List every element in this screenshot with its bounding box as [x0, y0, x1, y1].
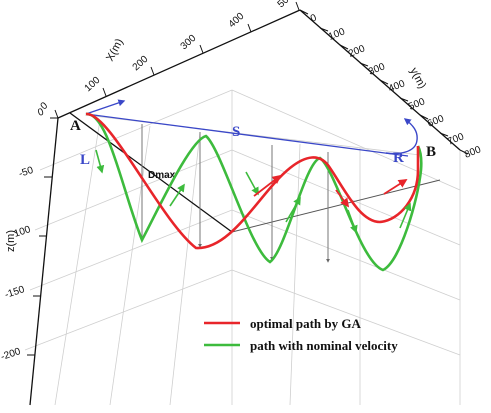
- z-tick-label: -200: [0, 346, 22, 363]
- z-tick-label: -50: [18, 165, 36, 180]
- floor-edge: [231, 179, 441, 233]
- y-tick-label: 500: [407, 96, 427, 113]
- x-axis-label: X(m): [104, 37, 126, 64]
- point-label-end: B: [426, 144, 436, 160]
- red-direction-arrows: [253, 174, 408, 208]
- y-axis-label: y(m): [407, 66, 428, 91]
- x-tick-label: 100: [83, 75, 103, 95]
- y-tick-marks: [299, 9, 469, 155]
- y-tick-label: 300: [367, 61, 387, 78]
- dmax-annotation: Dmax: [148, 170, 176, 181]
- y-tick-label: 800: [463, 144, 483, 161]
- reference-path-right-turn: [385, 118, 418, 155]
- x-tick-label: 300: [179, 33, 199, 53]
- y-tick-label: 100: [327, 26, 347, 43]
- y-tick-label: 0: [309, 12, 319, 24]
- legend-label-optimal: optimal path by GA: [250, 316, 361, 331]
- series-line-nominal: [85, 112, 423, 272]
- y-tick-label: 400: [387, 78, 407, 95]
- x-tick-label: 500: [276, 0, 296, 10]
- z-axis-label: z(m): [5, 230, 17, 252]
- x-tick-labels: 0 100 200 300 400 500: [39, 0, 296, 112]
- reference-path-straight: [85, 113, 409, 157]
- point-label-start: A: [70, 118, 81, 134]
- segment-label-left: L: [80, 152, 90, 168]
- segment-label-straight: S: [232, 124, 240, 140]
- legend-label-nominal: path with nominal velocity: [250, 338, 398, 353]
- y-tick-label: 600: [426, 113, 446, 130]
- z-tick-marks: [27, 117, 58, 356]
- series-line-optimal: [85, 112, 420, 250]
- y-tick-label: 700: [446, 131, 466, 148]
- y-tick-labels: 0 100 200 300 400 500 600 700 800: [309, 12, 483, 160]
- x-tick-label: 0: [39, 100, 51, 112]
- x-tick-label: 400: [227, 11, 247, 31]
- y-tick-label: 200: [347, 43, 367, 60]
- segment-label-right: R: [393, 150, 404, 166]
- z-tick-label: 0: [37, 107, 46, 119]
- x-tick-label: 200: [131, 54, 151, 74]
- reference-path-start-arrow: [85, 99, 126, 115]
- grid-lines: [24, 9, 461, 406]
- legend: optimal path by GA path with nominal vel…: [204, 316, 398, 353]
- z-tick-label: -150: [4, 284, 27, 301]
- green-direction-arrows: [95, 149, 412, 234]
- x-tick-marks: [54, 1, 300, 119]
